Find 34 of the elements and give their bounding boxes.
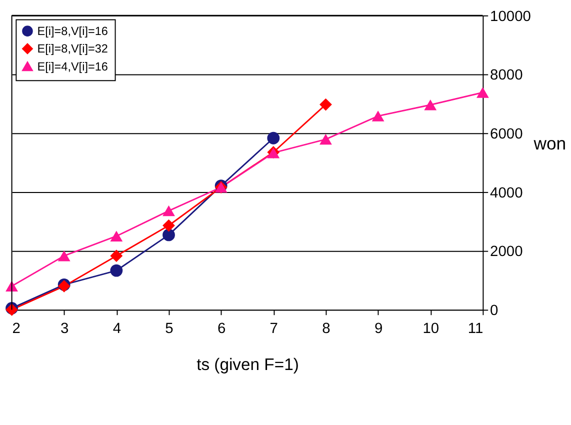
x-tick-label: 2 xyxy=(12,320,20,337)
point xyxy=(320,134,332,145)
x-tick-label: 5 xyxy=(165,320,174,337)
x-tick-label: 9 xyxy=(374,320,383,337)
y-tick-label: 8000 xyxy=(490,68,523,84)
x-tick-label: 8 xyxy=(322,320,330,337)
x-tick-label: 4 xyxy=(112,320,122,337)
point xyxy=(110,264,123,277)
point xyxy=(110,230,123,242)
x-tick-label: 10 xyxy=(422,320,440,337)
y-axis-title: won xyxy=(532,133,566,154)
legend-label: E[i]=8,V[i]=32 xyxy=(37,42,108,56)
point xyxy=(162,205,175,216)
point xyxy=(110,250,123,262)
point xyxy=(267,132,280,144)
x-tick-label: 3 xyxy=(60,320,69,337)
legend-label: E[i]=4,V[i]=16 xyxy=(37,60,108,74)
x-tick-label: 11 xyxy=(468,320,484,337)
point xyxy=(162,228,175,242)
legend-label: E[i]=8,V[i]=16 xyxy=(37,24,108,38)
y-tick-label: 2000 xyxy=(490,244,523,260)
point xyxy=(424,99,437,110)
x-tick-label: 7 xyxy=(270,320,278,337)
point xyxy=(58,250,70,262)
x-axis-title: ts (given F=1) xyxy=(196,355,299,374)
y-tick-label: 0 xyxy=(490,303,498,320)
point xyxy=(372,110,384,122)
x-tick-label: 6 xyxy=(217,320,226,337)
y-tick-label: 6000 xyxy=(490,126,523,142)
point xyxy=(476,87,489,98)
point xyxy=(162,219,175,232)
y-tick-label: 4000 xyxy=(490,185,523,202)
y-tick-label: 10000 xyxy=(490,8,531,25)
point xyxy=(320,98,332,111)
